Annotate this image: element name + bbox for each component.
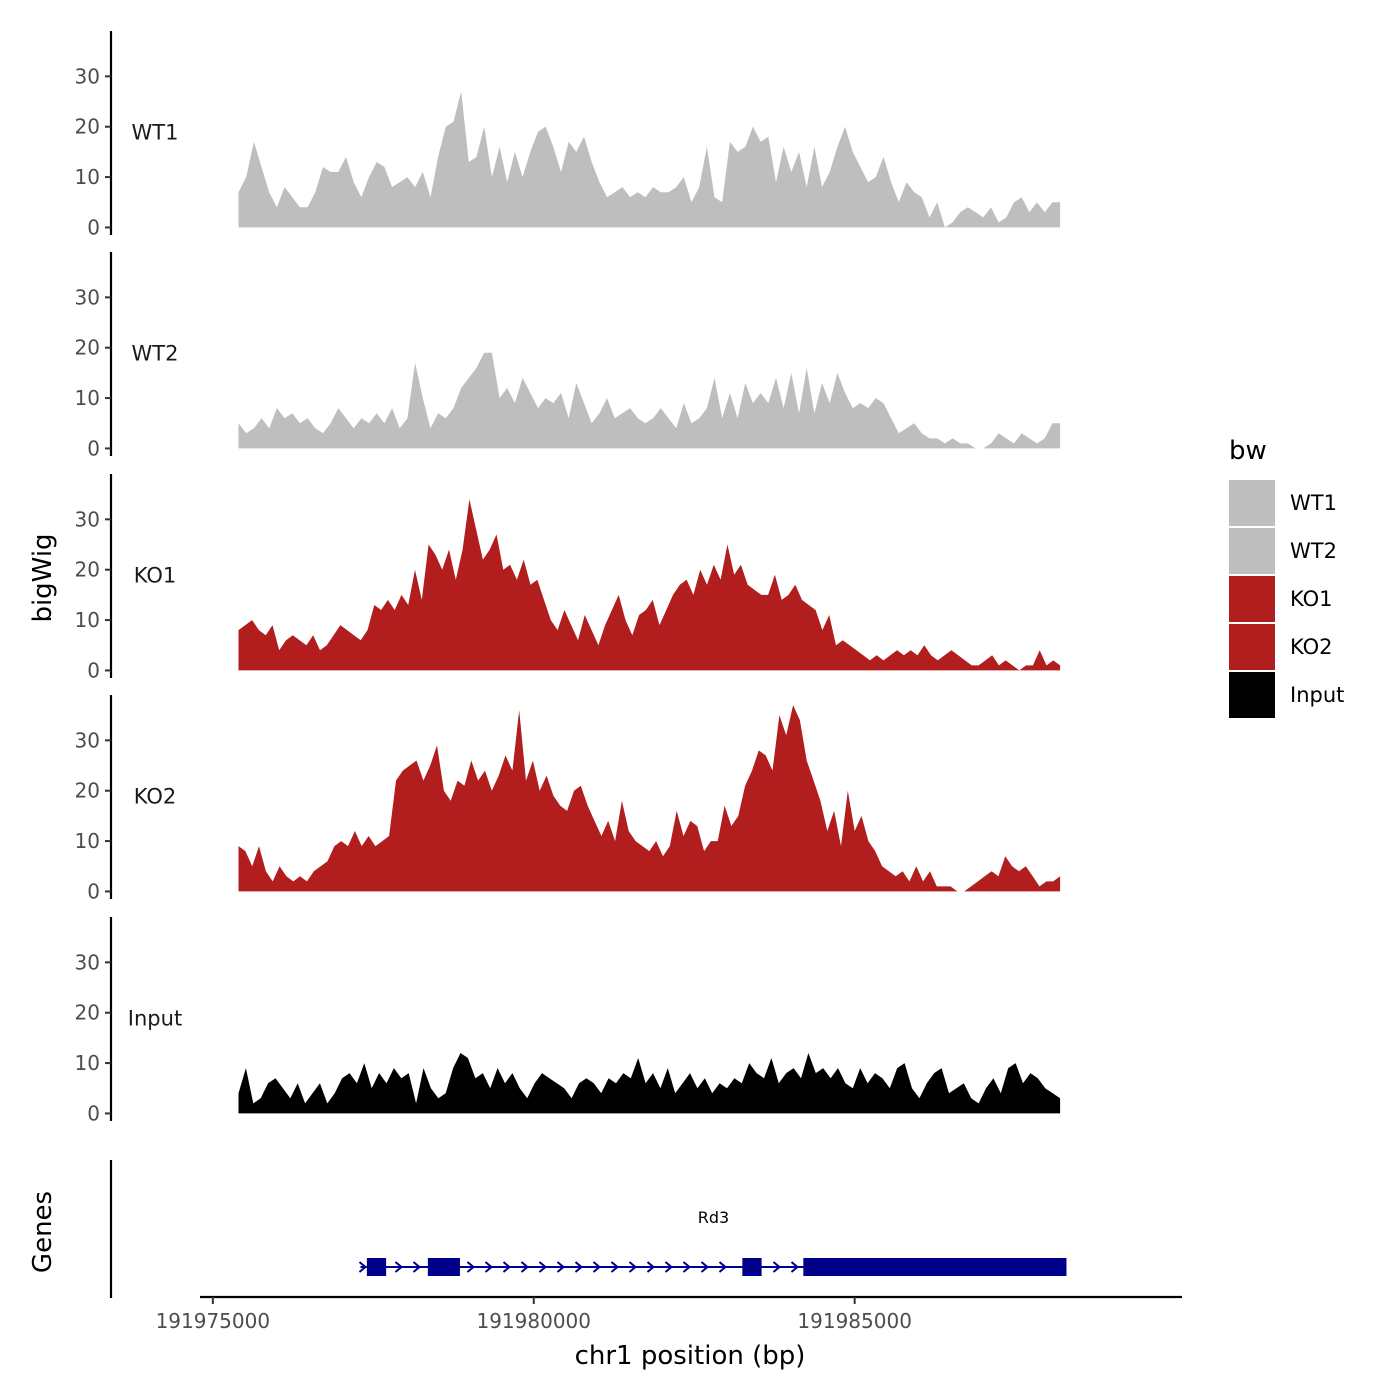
bigwig-tracks: 0 10 20 30 WT1 0 10 20 30 WT2 0 10 20 30 KO1 0 10 20 30 KO2…: [75, 31, 1061, 1125]
genes-axis-title: Genes: [28, 1191, 58, 1273]
strand-chevron: [718, 1261, 728, 1273]
strand-chevron: [664, 1261, 674, 1273]
area-ko2: [238, 705, 1061, 892]
track-ko2: 0 10 20 30 KO2: [75, 695, 1061, 903]
track-wt1: 0 10 20 30 WT1: [75, 31, 1061, 239]
strand-chevron: [484, 1261, 494, 1273]
x-axis: 191975000 191980000 191985000: [156, 1295, 1182, 1333]
legend-item-ko2: KO2: [1229, 624, 1333, 670]
strand-chevron: [502, 1261, 512, 1273]
track-wt2: 0 10 20 30 WT2: [75, 252, 1061, 460]
y-axis-title: bigWig: [28, 533, 58, 622]
gene-exon: [366, 1258, 387, 1276]
y-tick-label: 20: [75, 115, 100, 139]
legend-label: KO1: [1290, 587, 1333, 611]
strand-chevron: [646, 1261, 656, 1273]
area-wt2: [238, 352, 1061, 449]
y-tick-label: 0: [87, 215, 100, 239]
y-tick-label: 0: [87, 1101, 100, 1125]
legend-swatch: [1229, 672, 1275, 718]
gene-panel: Rd3: [109, 1160, 1067, 1298]
y-tick-label: 30: [75, 285, 100, 309]
y-tick-label: 10: [75, 165, 100, 189]
legend-item-ko1: KO1: [1229, 576, 1333, 622]
legend-swatch: [1229, 528, 1275, 574]
legend-label: KO2: [1290, 635, 1333, 659]
track-input: 0 10 20 30 Input: [75, 917, 1061, 1125]
y-tick-label: 20: [75, 336, 100, 360]
y-tick-label: 10: [75, 608, 100, 632]
y-tick-label: 0: [87, 879, 100, 903]
legend-label: Input: [1290, 683, 1344, 707]
legend-item-wt1: WT1: [1229, 480, 1337, 526]
area-ko1: [238, 499, 1061, 671]
legend-swatch: [1229, 576, 1275, 622]
x-tick-label: 191980000: [476, 1309, 591, 1333]
y-tick-label: 30: [75, 64, 100, 88]
y-tick-label: 20: [75, 558, 100, 582]
legend-item-input: Input: [1229, 672, 1344, 718]
gene-exon: [427, 1258, 460, 1276]
legend: bw WT1 WT2 KO1 KO2 Input: [1229, 436, 1344, 718]
strand-chevron: [610, 1261, 620, 1273]
strand-chevron: [574, 1261, 584, 1273]
strand-chevron: [628, 1261, 638, 1273]
strand-chevron: [520, 1261, 530, 1273]
track-label: WT1: [132, 121, 179, 145]
track-label: WT2: [132, 342, 179, 366]
legend-label: WT2: [1290, 539, 1337, 563]
strand-chevron: [556, 1261, 566, 1273]
strand-chevron: [592, 1261, 602, 1273]
strand-chevron: [682, 1261, 692, 1273]
strand-chevron: [772, 1261, 782, 1273]
strand-chevron: [538, 1261, 548, 1273]
strand-chevron: [700, 1261, 710, 1273]
y-tick-label: 20: [75, 1001, 100, 1025]
track-label: KO1: [134, 564, 177, 588]
y-tick-label: 0: [87, 658, 100, 682]
strand-chevron: [412, 1261, 422, 1273]
strand-chevron: [790, 1261, 800, 1273]
y-tick-label: 10: [75, 1051, 100, 1075]
track-ko1: 0 10 20 30 KO1: [75, 474, 1061, 682]
legend-title: bw: [1229, 436, 1267, 466]
strand-chevron: [394, 1261, 404, 1273]
y-tick-label: 20: [75, 779, 100, 803]
y-tick-label: 10: [75, 386, 100, 410]
x-tick-label: 191985000: [797, 1309, 912, 1333]
y-tick-label: 0: [87, 436, 100, 460]
legend-label: WT1: [1290, 491, 1337, 515]
y-tick-label: 30: [75, 950, 100, 974]
area-wt1: [238, 91, 1061, 228]
gene-rd3: Rd3: [358, 1208, 1067, 1276]
track-label: KO2: [134, 785, 177, 809]
gene-exon: [803, 1258, 1067, 1276]
x-tick-label: 191975000: [156, 1309, 271, 1333]
gene-exon: [742, 1258, 762, 1276]
track-label: Input: [128, 1007, 182, 1031]
legend-swatch: [1229, 624, 1275, 670]
legend-item-wt2: WT2: [1229, 528, 1337, 574]
area-input: [238, 1053, 1061, 1114]
y-tick-label: 10: [75, 829, 100, 853]
legend-swatch: [1229, 480, 1275, 526]
x-axis-title: chr1 position (bp): [575, 1341, 806, 1371]
y-tick-label: 30: [75, 728, 100, 752]
strand-chevron: [358, 1261, 368, 1273]
gene-name-label: Rd3: [698, 1208, 729, 1227]
y-tick-label: 30: [75, 507, 100, 531]
strand-chevron: [466, 1261, 476, 1273]
